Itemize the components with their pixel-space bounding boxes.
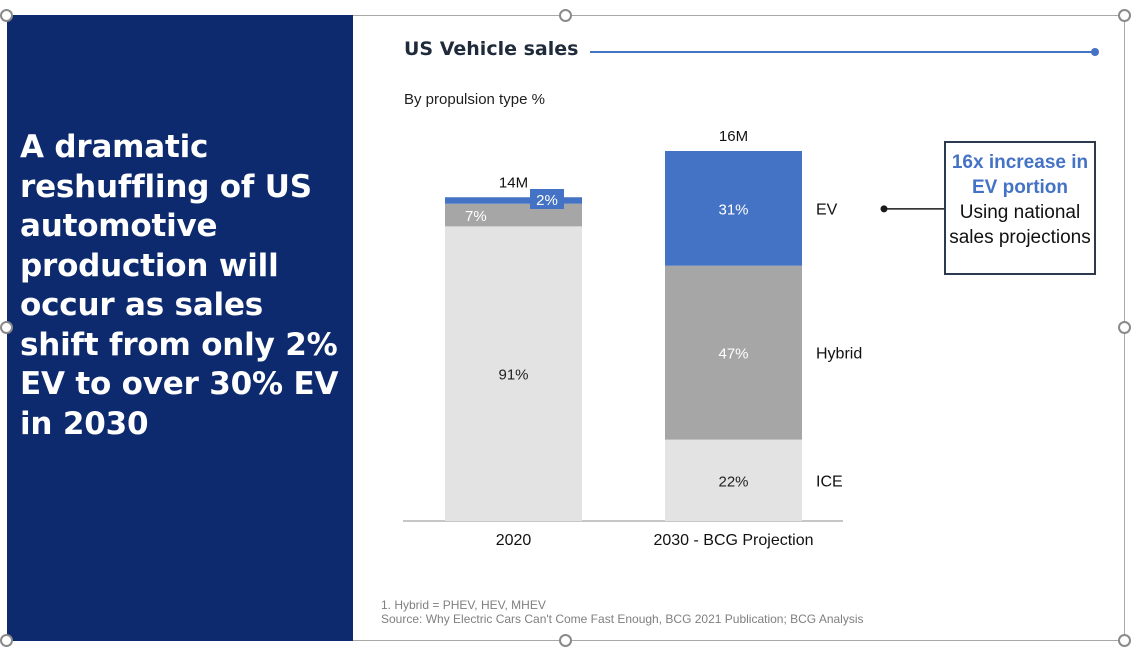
headline: A dramatic reshuffling of US automotive … — [20, 129, 339, 442]
callout-box: 16x increase in EV portion Using nationa… — [944, 141, 1096, 275]
title-rule-dot — [1091, 48, 1099, 56]
series-label-hybrid: Hybrid — [816, 346, 862, 363]
series-label-ice: ICE — [816, 473, 843, 490]
footnote-hybrid-definition: 1. Hybrid = PHEV, HEV, MHEV — [381, 598, 546, 612]
x-tick-label-2030-bcg-projection: 2030 - BCG Projection — [653, 532, 813, 549]
headline-panel — [7, 15, 353, 641]
resize-handle-bottom-left[interactable] — [0, 634, 13, 647]
callout-highlight: 16x increase in EV portion — [951, 152, 1089, 198]
total-label-2030-bcg-projection: 16M — [719, 128, 748, 145]
resize-handle-top-right[interactable] — [1118, 9, 1131, 22]
bar-label-ev-2020: 2% — [536, 192, 558, 209]
bar-label-ev-2030-bcg-projection: 31% — [718, 201, 748, 218]
total-label-2020: 14M — [499, 174, 528, 191]
bar-ev-2030-bcg-projection — [665, 151, 802, 266]
footnote: 1. Hybrid = PHEV, HEV, MHEV Source: Why … — [381, 598, 864, 626]
series-label-ev: EV — [816, 201, 838, 218]
bar-ev-2020 — [445, 197, 582, 204]
title-rule — [590, 51, 1094, 53]
chart-subtitle: By propulsion type % — [404, 91, 545, 108]
x-tick-label-2020: 2020 — [496, 532, 532, 549]
bar-label-hybrid-2030-bcg-projection: 47% — [718, 346, 748, 363]
bar-label-hybrid-2020: 7% — [465, 208, 487, 225]
bar-ice-2030-bcg-projection — [665, 439, 802, 521]
bar-hybrid-2020 — [445, 203, 582, 227]
callout-body: Using national sales projections — [949, 202, 1091, 248]
resize-handle-bottom-right[interactable] — [1118, 634, 1131, 647]
resize-handle-left[interactable] — [0, 321, 13, 334]
bar-label-ice-2020: 91% — [498, 367, 528, 384]
bar-hybrid-2030-bcg-projection — [665, 265, 802, 440]
resize-handle-bottom[interactable] — [559, 634, 572, 647]
resize-handle-top[interactable] — [559, 9, 572, 22]
bar-label-ice-2030-bcg-projection: 22% — [718, 473, 748, 490]
bar-ice-2020 — [445, 226, 582, 521]
chart-title: US Vehicle sales — [404, 38, 579, 60]
footnote-source: Source: Why Electric Cars Can't Come Fas… — [381, 612, 864, 626]
resize-handle-right[interactable] — [1118, 321, 1131, 334]
resize-handle-top-left[interactable] — [0, 9, 13, 22]
ev-small-label-box — [530, 189, 564, 209]
